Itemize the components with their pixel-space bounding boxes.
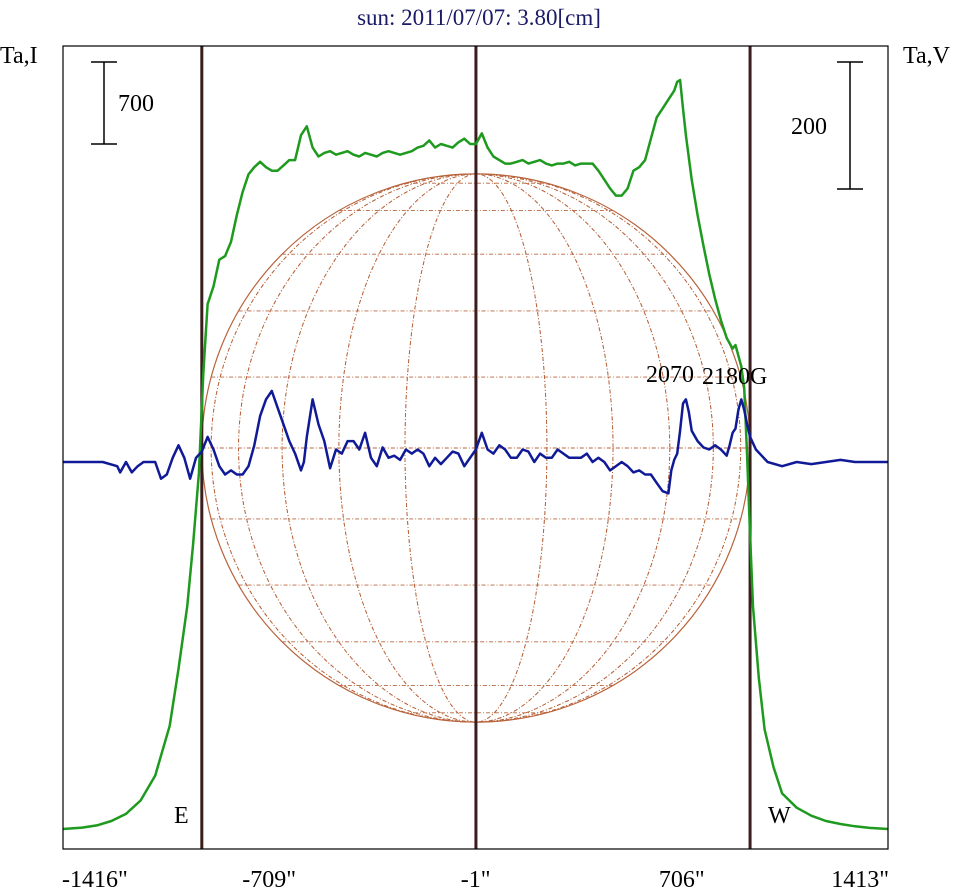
x-tick-label: -1" [461, 867, 491, 893]
x-tick-label: -1416" [62, 867, 128, 893]
left-scale-bar: 700 [91, 61, 154, 145]
plot-frame [62, 45, 889, 850]
active-region-label: 2070 [646, 362, 694, 388]
active-region-labels: 2070 2180G [646, 362, 767, 390]
right-axis-label: Ta,V [903, 43, 951, 69]
x-tick-label: 706" [659, 867, 705, 893]
west-limb-label: W [768, 803, 791, 829]
series-line-polarization [63, 389, 888, 495]
left-axis-label: Ta,I [0, 43, 38, 69]
series-layer [62, 78, 889, 831]
right-scale-bar: 200 [791, 61, 863, 190]
longitude-line [338, 173, 614, 723]
right-scale-bar-label: 200 [791, 114, 827, 140]
east-limb-label: E [174, 803, 189, 829]
x-tick-labels: -1416" -709" -1" 706" 1413" [62, 867, 889, 893]
left-scale-bar-label: 700 [118, 91, 154, 117]
x-tick-label: 1413" [831, 867, 889, 893]
active-region-label: 2180G [702, 364, 767, 390]
series-line-intensity [62, 78, 889, 831]
chart-title: sun: 2011/07/07: 3.80[cm] [357, 5, 601, 30]
x-tick-label: -709" [242, 867, 296, 893]
